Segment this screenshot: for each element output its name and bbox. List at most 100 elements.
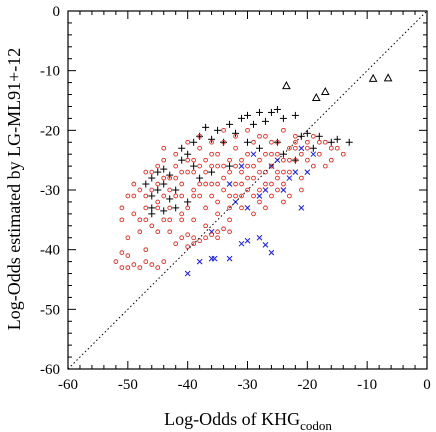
data-point-circle xyxy=(167,187,173,193)
data-point-plus xyxy=(238,114,246,122)
data-point-triangle xyxy=(311,92,321,102)
data-point-plus xyxy=(154,168,162,176)
data-point-plus xyxy=(166,171,174,179)
x-axis-title: Log-Odds of KHGcodon xyxy=(164,409,332,432)
data-point-circle xyxy=(179,235,185,241)
data-point-plus xyxy=(148,192,156,200)
data-point-circle xyxy=(221,163,226,169)
data-point-circle xyxy=(209,151,214,157)
data-point-plus xyxy=(208,135,216,143)
data-point-plus xyxy=(244,111,251,119)
data-point-circle xyxy=(275,187,280,193)
data-point-circle xyxy=(191,241,196,247)
data-point-circle xyxy=(179,193,185,199)
data-point-plus xyxy=(172,186,180,194)
data-point-cross xyxy=(310,151,317,158)
data-point-circle xyxy=(251,175,256,181)
data-point-circle xyxy=(293,157,298,163)
data-point-circle xyxy=(173,241,179,247)
data-point-circle xyxy=(299,151,304,157)
data-point-circle xyxy=(197,163,202,169)
data-point-circle xyxy=(227,193,232,199)
data-point-plus xyxy=(226,120,234,128)
data-point-cross xyxy=(292,169,299,175)
data-point-circle xyxy=(215,235,220,241)
data-point-circle xyxy=(227,157,232,163)
data-point-cross xyxy=(226,255,233,262)
data-point-circle xyxy=(287,145,292,151)
data-point-plus xyxy=(178,156,186,164)
data-point-circle xyxy=(263,181,268,187)
data-point-circle xyxy=(125,193,131,199)
data-point-circle xyxy=(137,229,143,235)
data-point-circle xyxy=(245,163,250,169)
data-point-circle xyxy=(137,217,143,223)
data-point-plus xyxy=(249,120,257,128)
data-point-circle xyxy=(191,169,196,175)
data-point-plus xyxy=(261,117,269,125)
data-point-circle xyxy=(167,205,173,211)
data-point-cross xyxy=(256,234,263,241)
data-point-circle xyxy=(263,151,268,157)
data-point-plus xyxy=(178,144,186,152)
data-point-circle xyxy=(251,193,256,199)
data-point-plus xyxy=(190,162,198,170)
data-point-circle xyxy=(209,232,214,238)
data-point-plus xyxy=(273,138,281,146)
data-point-circle xyxy=(131,211,137,217)
data-point-circle xyxy=(119,205,125,211)
data-point-circle xyxy=(239,193,244,199)
data-point-circle xyxy=(191,157,196,163)
data-point-circle xyxy=(191,217,196,223)
data-point-plus xyxy=(333,135,341,143)
data-point-circle xyxy=(281,199,286,205)
data-point-plus xyxy=(142,180,150,188)
data-point-plus xyxy=(208,168,216,176)
data-point-cross xyxy=(244,237,251,244)
data-point-circle xyxy=(209,139,214,145)
x-tick-label: -30 xyxy=(238,377,258,393)
data-point-circle xyxy=(287,157,292,163)
data-point-circle xyxy=(239,181,244,187)
data-point-circle xyxy=(322,163,328,169)
data-point-circle xyxy=(179,217,185,223)
data-point-circle xyxy=(281,169,286,175)
data-point-circle xyxy=(304,145,310,151)
data-point-circle xyxy=(281,127,286,133)
data-point-circle xyxy=(137,265,143,270)
data-point-plus xyxy=(232,129,240,137)
data-point-cross xyxy=(280,187,287,193)
data-point-circle xyxy=(149,262,155,267)
axis-ticks xyxy=(67,10,428,370)
data-point-cross xyxy=(250,151,257,158)
data-point-circle xyxy=(310,163,316,169)
data-point-cross xyxy=(286,175,293,181)
data-point-cross xyxy=(262,242,269,248)
data-point-circle xyxy=(155,199,161,205)
data-point-circle xyxy=(191,235,196,241)
data-point-plus xyxy=(202,123,210,131)
data-point-cross xyxy=(196,258,203,265)
y-tick-label: -50 xyxy=(40,302,60,318)
data-point-circle xyxy=(131,193,137,199)
data-point-circle xyxy=(233,193,238,199)
data-point-circle xyxy=(304,157,310,163)
x-tick-label: -60 xyxy=(58,377,78,393)
data-point-circle xyxy=(215,163,220,169)
x-axis-title-main: Log-Odds of KHG xyxy=(164,409,300,429)
data-point-cross xyxy=(304,169,311,175)
data-point-circle xyxy=(257,187,262,193)
data-point-circle xyxy=(143,247,149,253)
data-point-circle xyxy=(239,157,244,163)
data-point-circle xyxy=(269,193,274,199)
y-tick-label: -40 xyxy=(40,243,60,259)
data-point-circle xyxy=(197,238,202,244)
data-point-circle xyxy=(215,229,220,235)
data-point-triangle xyxy=(383,73,393,82)
data-point-plus xyxy=(267,108,275,116)
data-point-circle xyxy=(245,127,250,133)
data-point-circle xyxy=(179,211,185,217)
data-point-circle xyxy=(257,199,262,205)
data-point-circle xyxy=(185,157,191,163)
